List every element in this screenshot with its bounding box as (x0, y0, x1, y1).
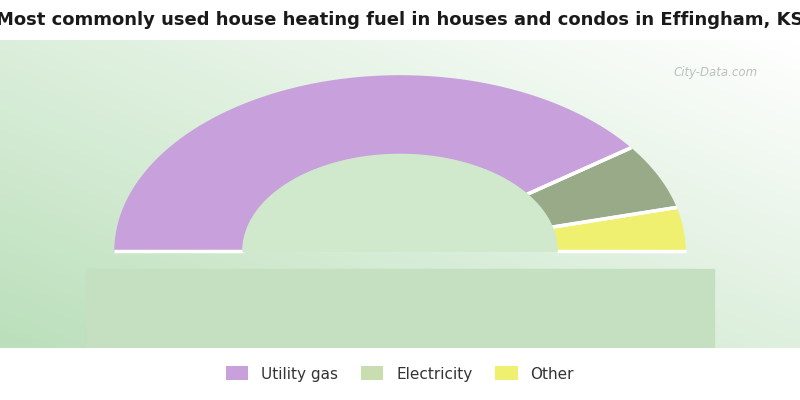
Text: City-Data.com: City-Data.com (673, 66, 757, 79)
Polygon shape (527, 148, 677, 227)
Text: Most commonly used house heating fuel in houses and condos in Effingham, KS: Most commonly used house heating fuel in… (0, 11, 800, 29)
Polygon shape (86, 269, 714, 374)
Legend: Utility gas, Electricity, Other: Utility gas, Electricity, Other (220, 360, 580, 388)
Polygon shape (114, 75, 631, 251)
Polygon shape (552, 208, 686, 251)
Polygon shape (243, 154, 557, 251)
